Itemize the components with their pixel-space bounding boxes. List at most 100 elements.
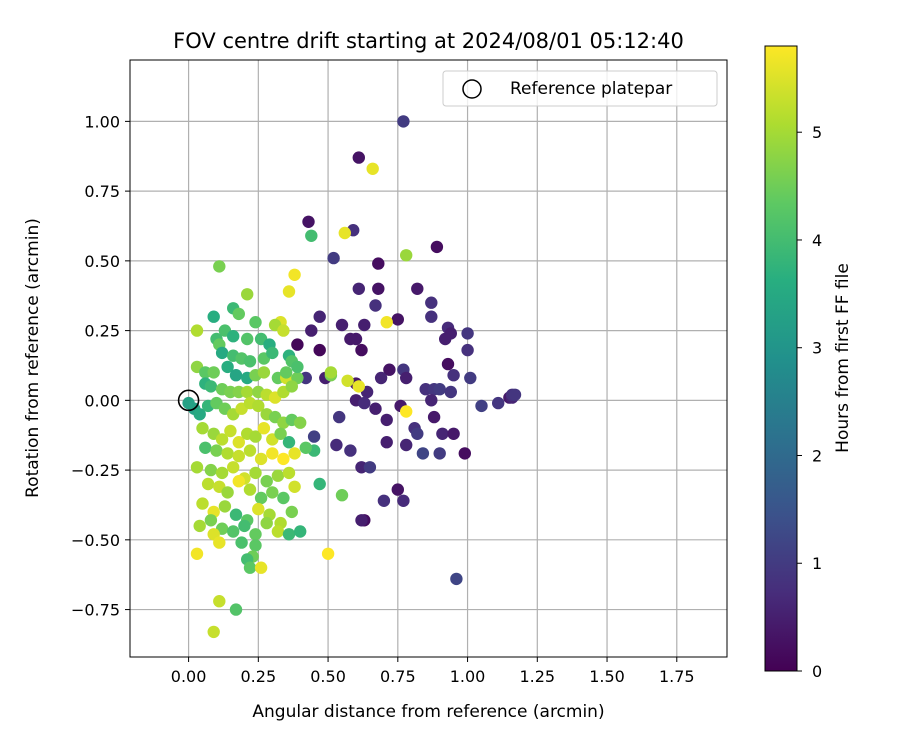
- data-point: [335, 489, 349, 502]
- data-point: [430, 240, 444, 254]
- data-point: [257, 366, 271, 379]
- data-point: [257, 422, 271, 435]
- data-point: [288, 480, 301, 493]
- data-point: [307, 430, 321, 443]
- reference-marker-icon: [177, 389, 200, 412]
- x-tick-label: 1.75: [659, 667, 695, 686]
- data-point: [277, 491, 290, 505]
- data-point: [235, 536, 248, 549]
- data-point: [249, 528, 262, 541]
- data-point: [190, 547, 204, 560]
- y-tick-label: −0.25: [71, 461, 120, 480]
- data-point: [464, 371, 477, 385]
- data-point: [210, 444, 223, 457]
- axes-frame: [129, 59, 728, 658]
- data-point: [400, 371, 413, 385]
- data-point: [400, 438, 413, 452]
- data-point: [249, 539, 262, 552]
- data-point: [400, 405, 413, 418]
- y-ticks: 1.00 0.75 0.50 0.25 0.00 −0.25 −0.50 −0.75: [71, 112, 130, 620]
- data-point: [383, 363, 396, 376]
- data-point: [433, 383, 446, 396]
- data-point: [241, 288, 254, 301]
- data-point: [294, 525, 307, 538]
- data-point: [458, 447, 471, 460]
- colorbar-tick-label: 4: [812, 231, 822, 250]
- data-point: [243, 561, 257, 574]
- data-point: [252, 502, 265, 516]
- data-point: [330, 438, 343, 452]
- data-point: [204, 514, 218, 527]
- data-point: [271, 525, 285, 538]
- data-point: [282, 466, 296, 480]
- data-point: [254, 561, 268, 574]
- data-point: [291, 360, 304, 374]
- data-point: [254, 491, 268, 505]
- data-point: [444, 385, 457, 399]
- x-tick-label: 1.00: [450, 667, 486, 686]
- data-point: [508, 388, 522, 401]
- legend-marker-icon: [462, 79, 482, 99]
- data-point: [291, 338, 304, 351]
- data-point: [249, 430, 262, 443]
- data-point: [277, 324, 290, 337]
- y-axis-label: Rotation from reference (arcmin): [23, 218, 43, 498]
- data-point: [313, 477, 326, 491]
- data-point: [260, 516, 273, 530]
- legend: Reference platepar: [442, 70, 718, 107]
- colorbar-ticks: 0 1 2 3 4 5: [797, 123, 822, 681]
- data-point: [391, 483, 404, 496]
- y-tick-label: 0.75: [84, 182, 120, 201]
- data-point: [277, 452, 290, 466]
- data-point: [358, 396, 371, 410]
- data-point: [372, 257, 385, 270]
- data-point: [215, 433, 229, 446]
- data-point: [425, 394, 438, 407]
- data-point: [450, 572, 463, 586]
- data-point: [229, 603, 243, 616]
- reference-platepar-marker: [177, 389, 200, 412]
- data-point: [416, 447, 430, 460]
- chart-title: FOV centre drift starting at 2024/08/01 …: [173, 29, 684, 53]
- data-point: [341, 374, 354, 387]
- data-point: [355, 343, 368, 357]
- data-point: [299, 441, 312, 454]
- data-point: [182, 396, 195, 410]
- data-point: [335, 318, 349, 332]
- data-point: [243, 483, 257, 496]
- x-axis-label: Angular distance from reference (arcmin): [252, 702, 604, 722]
- data-point: [288, 447, 301, 460]
- y-tick-label: 0.25: [84, 322, 120, 341]
- x-tick-label: 0.00: [171, 667, 207, 686]
- data-point: [369, 299, 382, 312]
- data-point: [229, 369, 243, 382]
- data-point: [294, 416, 307, 429]
- data-point: [196, 497, 209, 510]
- data-point: [215, 346, 229, 360]
- data-point: [238, 519, 251, 533]
- x-tick-label: 1.50: [589, 667, 625, 686]
- data-point: [241, 385, 254, 399]
- data-point: [352, 380, 365, 393]
- data-point: [475, 399, 488, 413]
- data-point: [461, 327, 474, 340]
- data-point: [302, 215, 315, 228]
- y-tick-label: −0.75: [71, 601, 120, 620]
- data-point: [492, 396, 505, 410]
- data-point: [285, 505, 298, 519]
- data-point: [380, 316, 393, 329]
- data-point: [227, 525, 240, 538]
- colorbar: [764, 45, 798, 672]
- data-point: [207, 310, 220, 323]
- data-point: [425, 310, 438, 323]
- colorbar-tick-label: 2: [812, 446, 822, 465]
- data-point: [215, 466, 229, 480]
- data-point: [232, 307, 245, 321]
- data-point: [439, 332, 452, 346]
- data-point: [358, 318, 371, 332]
- data-point: [397, 494, 410, 507]
- data-point: [193, 408, 206, 421]
- data-point: [224, 424, 237, 438]
- data-point: [266, 486, 279, 499]
- data-point: [221, 447, 234, 460]
